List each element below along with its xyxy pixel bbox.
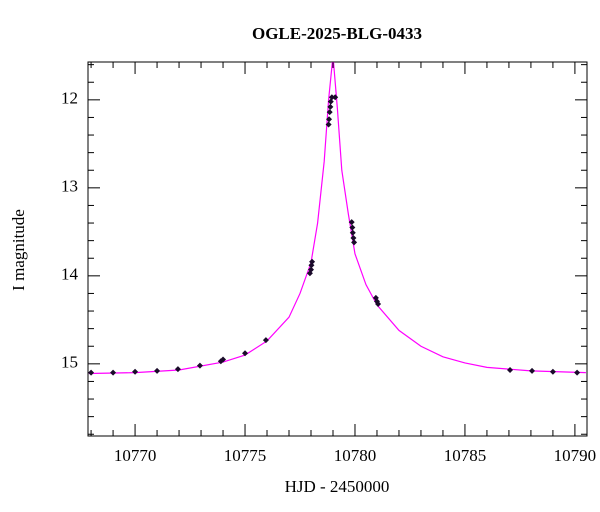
y-tick-label: 15 — [61, 353, 78, 372]
data-point — [242, 350, 249, 357]
data-point — [220, 356, 227, 363]
data-point — [326, 116, 333, 123]
x-tick-label: 10770 — [114, 446, 157, 465]
model-curve — [88, 62, 586, 375]
y-tick-label: 13 — [61, 177, 78, 196]
data-point — [132, 368, 139, 375]
plot-area — [88, 62, 586, 376]
data-point — [174, 366, 181, 373]
x-tick-label: 10775 — [224, 446, 267, 465]
chart-title: OGLE-2025-BLG-0433 — [252, 24, 422, 43]
x-tick-label: 10790 — [554, 446, 597, 465]
data-point — [348, 219, 355, 226]
data-point — [196, 362, 203, 369]
data-point — [110, 369, 117, 376]
x-tick-label: 10780 — [334, 446, 377, 465]
plot-frame — [87, 61, 588, 437]
x-axis-label: HJD - 2450000 — [285, 477, 390, 496]
data-point — [349, 224, 356, 231]
data-point — [154, 367, 161, 374]
data-point — [328, 94, 335, 101]
data-point — [375, 301, 382, 307]
data-point — [327, 103, 334, 110]
data-point — [349, 229, 356, 236]
data-point — [326, 109, 333, 116]
data-point — [574, 369, 581, 376]
data-point — [351, 239, 358, 246]
data-point — [327, 98, 334, 105]
data-point — [88, 369, 95, 376]
data-point — [332, 94, 339, 101]
data-point — [262, 337, 269, 344]
data-point — [529, 367, 536, 374]
data-point — [307, 266, 314, 273]
y-tick-label: 14 — [61, 265, 79, 284]
x-tick-label: 10785 — [444, 446, 487, 465]
y-axis-label: I magnitude — [9, 209, 28, 291]
y-tick-label: 12 — [61, 89, 78, 108]
data-point — [549, 368, 556, 375]
data-point — [325, 121, 332, 128]
data-point — [309, 258, 316, 265]
data-point — [507, 367, 514, 373]
data-point — [350, 235, 357, 241]
